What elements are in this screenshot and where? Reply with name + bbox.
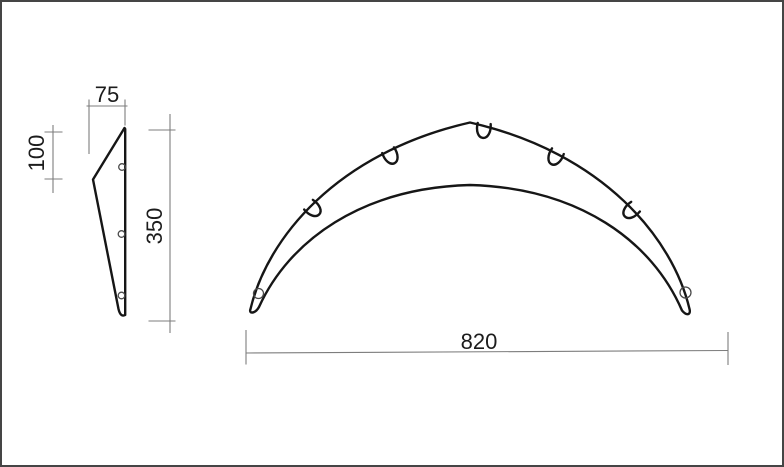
- dimension-label-820: 820: [461, 329, 498, 354]
- mounting-hole: [118, 163, 126, 171]
- mounting-hole: [117, 230, 126, 238]
- tip-hole: [679, 286, 692, 299]
- side-profile-outline: [91, 126, 127, 317]
- side-profile-view: [91, 126, 127, 317]
- flare-outline: [248, 121, 692, 316]
- flare-front-view: [248, 121, 692, 316]
- dimension-label-100: 100: [24, 135, 49, 172]
- dimension-75: 75: [86, 82, 128, 154]
- mounting-slot: [622, 200, 642, 220]
- mounting-slot: [475, 121, 492, 140]
- mounting-slot: [381, 146, 399, 165]
- dimension-350: 350: [142, 114, 176, 333]
- tip-hole: [252, 287, 265, 300]
- mounting-hole: [117, 291, 126, 300]
- mounting-slot: [302, 198, 322, 218]
- dimension-100: 100: [24, 125, 63, 193]
- dimension-820: 820: [245, 329, 729, 365]
- dimension-label-350: 350: [142, 208, 167, 245]
- dimension-label-75: 75: [95, 82, 119, 107]
- mounting-slot: [547, 147, 565, 166]
